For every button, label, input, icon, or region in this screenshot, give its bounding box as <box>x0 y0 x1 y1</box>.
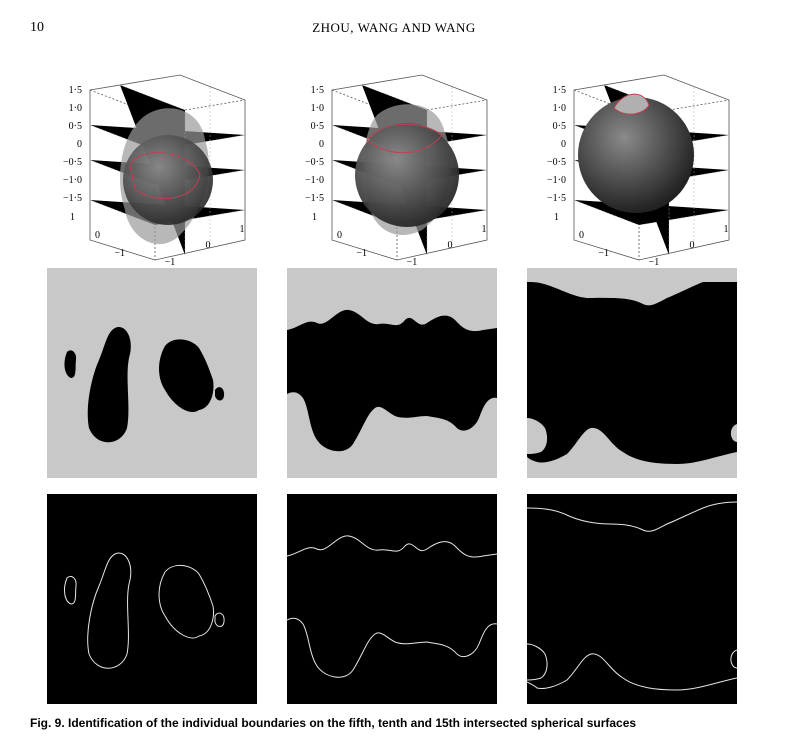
z-tick: 1·0 <box>553 103 566 114</box>
z-tick: −1·0 <box>305 175 324 186</box>
y-tick: 1 <box>724 224 729 235</box>
z-tick: −1·0 <box>63 175 82 186</box>
x-tick: −1 <box>598 248 609 259</box>
z-tick: −1·5 <box>63 193 82 204</box>
y-tick: −1 <box>649 257 660 268</box>
x-tick: 0 <box>95 230 100 241</box>
y-tick: 1 <box>482 224 487 235</box>
x-tick: −1 <box>356 248 367 259</box>
z-tick: 0 <box>561 139 566 150</box>
page-number: 10 <box>30 20 44 35</box>
boundary-map-tenth <box>287 494 497 704</box>
y-tick: −1 <box>407 257 418 268</box>
z-tick: 0·5 <box>69 121 82 132</box>
y-tick: 0 <box>448 240 453 251</box>
x-tick: 0 <box>579 230 584 241</box>
sphere-plot-fifth: 1·5 1·0 0·5 0 −0·5 −1·0 −1·5 1 0 −1 −1 0… <box>30 60 260 270</box>
sphere-plot-15th: 1·5 1·0 0·5 0 −0·5 −1·0 −1·5 1 0 −1 −1 0… <box>514 60 744 270</box>
z-tick: −0·5 <box>547 157 566 168</box>
region-map-15th <box>527 268 737 478</box>
z-tick: −0·5 <box>305 157 324 168</box>
boundary-map-fifth <box>47 494 257 704</box>
z-tick: 1·5 <box>69 85 82 96</box>
z-tick: 0·5 <box>311 121 324 132</box>
z-tick: −1·0 <box>547 175 566 186</box>
region-map-tenth <box>287 268 497 478</box>
x-tick: 0 <box>337 230 342 241</box>
z-tick: 1·0 <box>69 103 82 114</box>
running-head: ZHOU, WANG AND WANG <box>312 20 476 35</box>
z-tick: −1·5 <box>547 193 566 204</box>
figure-caption: Fig. 9. Identification of the individual… <box>30 716 637 730</box>
y-tick: −1 <box>165 257 176 268</box>
z-tick: 0 <box>77 139 82 150</box>
region-map-fifth <box>47 268 257 478</box>
y-tick: 0 <box>690 240 695 251</box>
y-tick: 1 <box>240 224 245 235</box>
z-tick: 1·5 <box>311 85 324 96</box>
x-tick: 1 <box>554 212 559 223</box>
x-tick: −1 <box>114 248 125 259</box>
z-tick: 0 <box>319 139 324 150</box>
z-tick: 1·0 <box>311 103 324 114</box>
x-tick: 1 <box>312 212 317 223</box>
x-tick: 1 <box>70 212 75 223</box>
sphere-plot-tenth: 1·5 1·0 0·5 0 −0·5 −1·0 −1·5 1 0 −1 −1 0… <box>272 60 502 270</box>
z-tick: 0·5 <box>553 121 566 132</box>
boundary-map-15th <box>527 494 737 704</box>
y-tick: 0 <box>206 240 211 251</box>
z-tick: −1·5 <box>305 193 324 204</box>
z-tick: −0·5 <box>63 157 82 168</box>
z-tick: 1·5 <box>553 85 566 96</box>
